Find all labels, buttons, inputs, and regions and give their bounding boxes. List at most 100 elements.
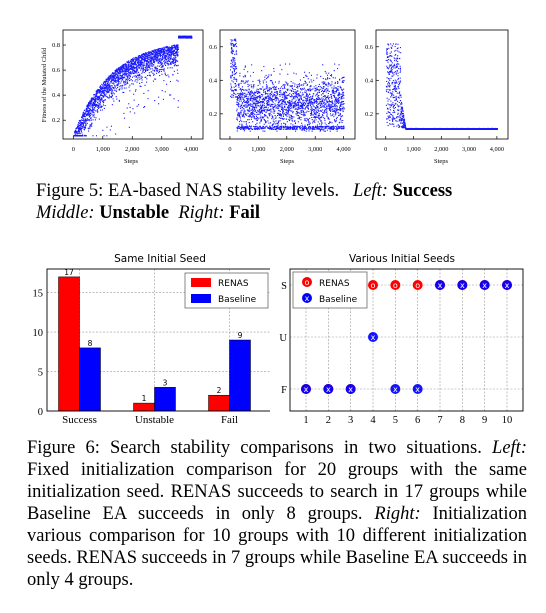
scatter-point — [83, 127, 85, 129]
scatter-point — [98, 92, 100, 94]
scatter-point — [290, 81, 292, 83]
scatter-point — [388, 98, 390, 100]
scatter-point — [258, 109, 260, 111]
scatter-point — [388, 73, 390, 75]
scatter-point — [248, 116, 250, 118]
scatter-point — [387, 125, 389, 127]
scatter-point — [91, 110, 93, 112]
scatter-point — [278, 128, 280, 130]
scatter-point — [331, 109, 333, 111]
scatter-point — [99, 101, 101, 103]
scatter-point — [240, 80, 242, 82]
scatter-point — [389, 89, 391, 91]
scatter-point — [136, 72, 138, 74]
scatter-point — [128, 72, 130, 74]
scatter-point — [286, 104, 288, 106]
scatter-point — [91, 102, 93, 104]
scatter-point — [270, 88, 272, 90]
scatter-point — [287, 107, 289, 109]
scatter-point — [251, 98, 253, 100]
scatter-point — [312, 96, 314, 98]
scatter-point — [316, 126, 318, 128]
scatter-point — [254, 109, 256, 111]
scatter-point — [109, 89, 111, 91]
scatter-point — [98, 104, 100, 106]
scatter-point — [96, 98, 98, 100]
scatter-point — [297, 85, 299, 87]
scatter-point — [130, 71, 132, 73]
scatter-point — [278, 110, 280, 112]
scatter-point — [303, 127, 305, 129]
scatter-point — [261, 95, 263, 97]
scatter-point — [390, 109, 392, 111]
scatter-point — [133, 64, 135, 66]
scatter-point — [248, 128, 250, 130]
scatter-point — [319, 115, 321, 117]
scatter-point — [336, 109, 338, 111]
scatter-point — [391, 94, 393, 96]
scatter-point — [94, 107, 96, 109]
scatter-point — [110, 78, 112, 80]
scatter-point — [301, 104, 303, 106]
scatter-point — [262, 80, 264, 82]
panel-xticks: 0 1,000 2,000 3,000 4,000 — [228, 136, 351, 153]
scatter-point — [324, 104, 326, 106]
scatter-point — [285, 123, 287, 125]
scatter-point — [153, 62, 155, 64]
scatter-point — [191, 37, 193, 39]
scatter-point — [85, 120, 87, 122]
scatter-point — [322, 93, 324, 95]
scatter-point — [309, 122, 311, 124]
scatter-point — [271, 128, 273, 130]
scatter-point — [342, 101, 344, 103]
scatter-point — [269, 128, 271, 130]
scatter-point — [113, 87, 115, 89]
scatter-point — [298, 86, 300, 88]
scatter-point — [339, 107, 341, 109]
scatter-point — [158, 72, 160, 74]
scatter-point — [308, 128, 310, 130]
scatter-point — [317, 103, 319, 105]
scatter-point — [135, 76, 137, 78]
scatter-point — [311, 81, 313, 83]
scatter-point — [130, 68, 132, 70]
scatter-point — [104, 81, 106, 83]
scatter-point — [148, 61, 150, 63]
scatter-point — [307, 104, 309, 106]
scatter-point — [164, 48, 166, 50]
scatter-point — [230, 63, 232, 65]
scatter-point — [249, 114, 251, 116]
scatter-point — [341, 102, 343, 104]
scatter-point — [274, 110, 276, 112]
scatter-point — [147, 52, 149, 54]
scatter-point — [235, 51, 237, 53]
scatter-point — [134, 58, 136, 60]
scatter-point — [283, 85, 285, 87]
scatter-point — [256, 115, 258, 117]
scatter-point — [252, 91, 254, 93]
scatter-point — [314, 110, 316, 112]
scatter-point — [256, 119, 258, 121]
scatter-point — [302, 126, 304, 128]
scatter-point — [162, 49, 164, 51]
scatter-point — [241, 128, 243, 130]
scatter-point — [388, 78, 390, 80]
scatter-point — [109, 96, 111, 98]
scatter-point — [99, 90, 101, 92]
scatter-point — [284, 114, 286, 116]
scatter-point — [173, 50, 175, 52]
scatter-point — [244, 75, 246, 77]
scatter-point — [254, 126, 256, 128]
scatter-point — [295, 104, 297, 106]
scatter-point — [93, 104, 95, 106]
scatter-point — [254, 106, 256, 108]
scatter-point — [256, 102, 258, 104]
scatter-point — [291, 120, 293, 122]
scatter-point — [251, 92, 253, 94]
scatter-point — [270, 126, 272, 128]
scatter-point — [154, 66, 156, 68]
scatter-point — [144, 53, 146, 55]
scatter-point — [267, 90, 269, 92]
scatter-point — [231, 66, 233, 68]
scatter-point — [149, 51, 151, 53]
